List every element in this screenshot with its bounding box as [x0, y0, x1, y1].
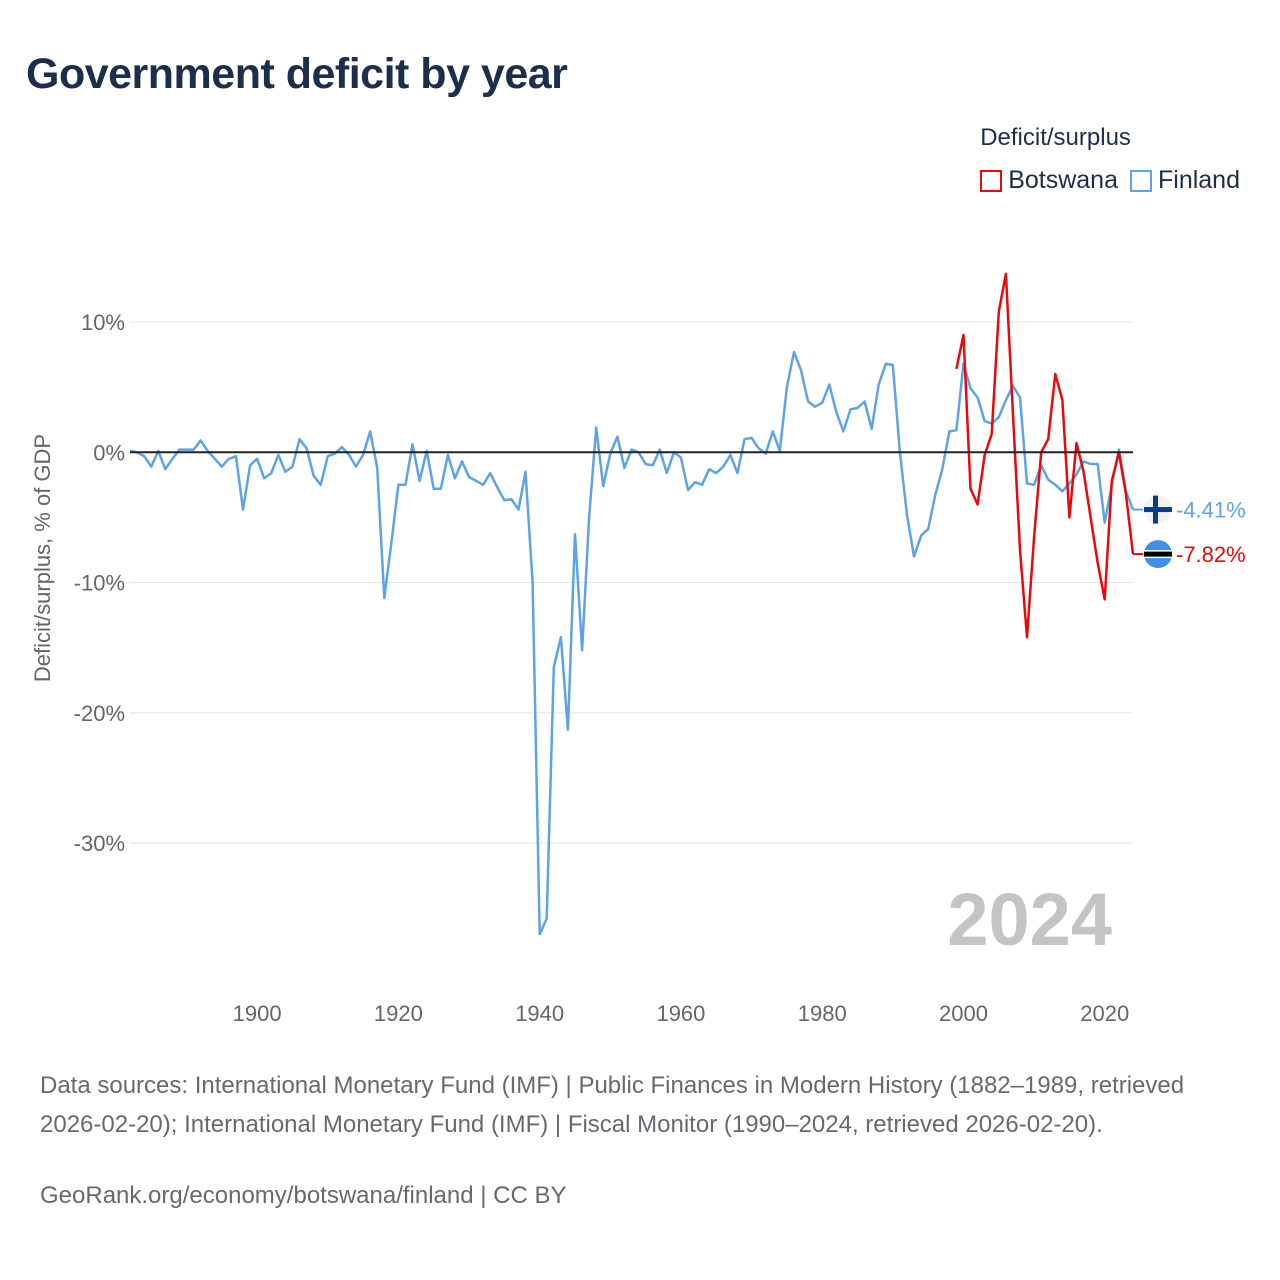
legend-title: Deficit/surplus	[980, 124, 1131, 151]
y-tick-label: 0%	[93, 440, 125, 465]
y-axis-label: Deficit/surplus, % of GDP	[30, 434, 55, 682]
series-line-finland	[129, 350, 1135, 936]
x-tick-label: 1900	[233, 1001, 282, 1026]
legend-swatch-finland	[1130, 169, 1152, 192]
y-tick-label: -20%	[74, 701, 125, 726]
legend-label-botswana: Botswana	[1008, 166, 1118, 194]
y-tick-label: -10%	[74, 571, 125, 596]
chart-title: Government deficit by year	[26, 50, 568, 98]
x-tick-label: 2000	[939, 1001, 988, 1026]
legend-item-botswana[interactable]: Botswana	[980, 166, 1118, 195]
botswana-flag-band-black	[1144, 551, 1172, 557]
x-tick-label: 2020	[1080, 1001, 1129, 1026]
legend: Deficit/surplus Botswana Finland	[980, 124, 1240, 195]
end-value-label-finland: -4.41%	[1176, 498, 1246, 523]
legend-label-finland: Finland	[1158, 166, 1240, 194]
x-tick-label: 1920	[374, 1001, 423, 1026]
data-sources-text: Data sources: International Monetary Fun…	[40, 1072, 1185, 1138]
x-tick-label: 1940	[515, 1001, 564, 1026]
x-tick-label: 1960	[656, 1001, 705, 1026]
year-watermark: 2024	[947, 878, 1112, 961]
y-tick-label: 10%	[81, 310, 125, 335]
y-tick-label: -30%	[74, 831, 125, 856]
finland-flag-cross-v	[1153, 495, 1158, 524]
legend-swatch-botswana	[980, 169, 1003, 192]
legend-item-finland[interactable]: Finland	[1130, 166, 1240, 195]
x-tick-label: 1980	[798, 1001, 847, 1026]
end-value-label-botswana: -7.82%	[1176, 542, 1246, 567]
line-chart: 10% 0% -10% -20% -30% 1900 1920 1940 1960 1980 200…	[30, 272, 1246, 1026]
credit-link[interactable]: GeoRank.org/economy/botswana/finland | C…	[40, 1182, 567, 1209]
